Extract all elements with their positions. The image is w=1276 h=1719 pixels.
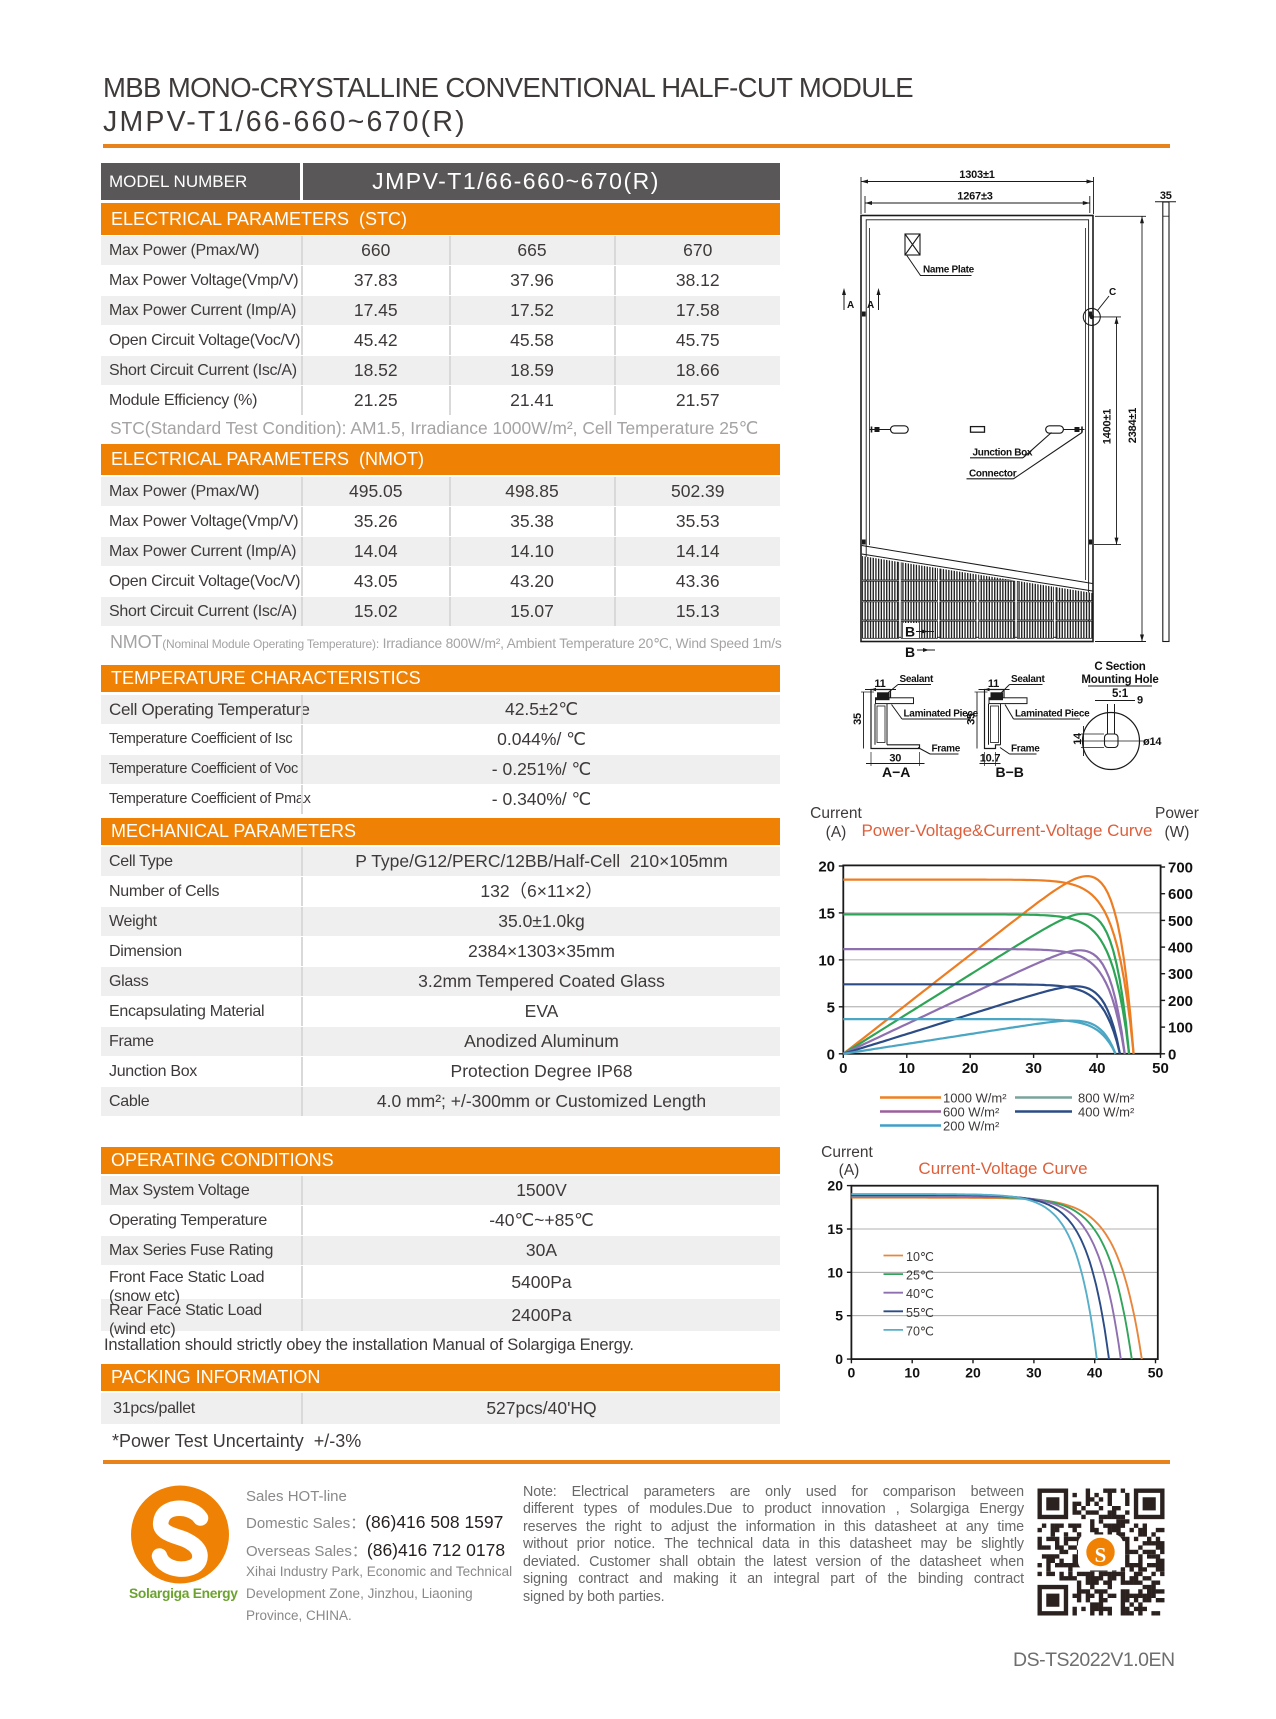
svg-text:Name Plate: Name Plate bbox=[923, 265, 975, 276]
svg-text:10: 10 bbox=[818, 952, 835, 969]
svg-text:9: 9 bbox=[1137, 695, 1143, 707]
svg-text:A: A bbox=[867, 300, 874, 311]
svg-text:300: 300 bbox=[1168, 966, 1193, 983]
svg-text:15: 15 bbox=[827, 1221, 843, 1237]
svg-text:Frame: Frame bbox=[932, 744, 961, 755]
svg-text:700: 700 bbox=[1168, 860, 1193, 877]
svg-text:500: 500 bbox=[1168, 913, 1193, 930]
svg-text:35: 35 bbox=[852, 713, 864, 725]
svg-text:11: 11 bbox=[988, 678, 999, 690]
svg-text:0: 0 bbox=[1168, 1046, 1176, 1063]
svg-text:200 W/m²: 200 W/m² bbox=[943, 1119, 1000, 1134]
svg-text:15: 15 bbox=[818, 905, 835, 922]
svg-text:Current: Current bbox=[821, 1144, 873, 1161]
svg-text:600: 600 bbox=[1168, 886, 1193, 903]
svg-text:1267±3: 1267±3 bbox=[957, 191, 993, 203]
svg-text:Power-Voltage&Current-Voltage: Power-Voltage&Current-Voltage Curve bbox=[861, 821, 1152, 840]
svg-text:Current: Current bbox=[810, 805, 862, 822]
svg-text:Power: Power bbox=[1155, 805, 1199, 822]
svg-text:2384±1: 2384±1 bbox=[1127, 408, 1139, 444]
svg-text:C: C bbox=[1109, 287, 1116, 298]
svg-text:5: 5 bbox=[827, 999, 835, 1016]
svg-text:Current-Voltage Curve: Current-Voltage Curve bbox=[918, 1159, 1087, 1178]
svg-text:10.7: 10.7 bbox=[980, 753, 1001, 765]
svg-text:Frame: Frame bbox=[1011, 744, 1040, 755]
svg-text:Connector: Connector bbox=[969, 469, 1017, 480]
svg-text:Sealant: Sealant bbox=[1011, 674, 1045, 685]
svg-text:14: 14 bbox=[1072, 732, 1084, 745]
svg-text:10: 10 bbox=[898, 1060, 915, 1077]
svg-text:20: 20 bbox=[827, 1178, 843, 1194]
svg-text:B: B bbox=[905, 644, 915, 660]
svg-text:200: 200 bbox=[1168, 993, 1193, 1010]
svg-text:20: 20 bbox=[818, 859, 835, 876]
svg-text:S: S bbox=[1095, 1543, 1107, 1567]
svg-text:ø14: ø14 bbox=[1143, 736, 1162, 748]
svg-text:1400±1: 1400±1 bbox=[1102, 409, 1114, 445]
svg-text:400: 400 bbox=[1168, 940, 1193, 957]
svg-text:5:1: 5:1 bbox=[1112, 688, 1129, 700]
svg-text:1000 W/m²: 1000 W/m² bbox=[943, 1091, 1007, 1106]
svg-text:0: 0 bbox=[839, 1060, 847, 1077]
svg-text:11: 11 bbox=[874, 678, 885, 690]
svg-text:0: 0 bbox=[827, 1046, 835, 1063]
svg-text:20: 20 bbox=[962, 1060, 979, 1077]
svg-text:B: B bbox=[905, 624, 915, 640]
svg-text:(A): (A) bbox=[826, 824, 847, 841]
svg-text:A−A: A−A bbox=[882, 764, 910, 780]
svg-text:(W): (W) bbox=[1165, 824, 1190, 841]
svg-text:(A): (A) bbox=[839, 1162, 860, 1179]
svg-text:Laminated Piece: Laminated Piece bbox=[1015, 709, 1090, 720]
svg-text:70℃: 70℃ bbox=[906, 1324, 934, 1338]
svg-text:30: 30 bbox=[1026, 1365, 1042, 1381]
svg-text:25℃: 25℃ bbox=[906, 1269, 934, 1283]
svg-text:55℃: 55℃ bbox=[906, 1306, 934, 1320]
svg-text:1303±1: 1303±1 bbox=[959, 169, 995, 181]
svg-text:35: 35 bbox=[1160, 190, 1172, 202]
svg-text:30: 30 bbox=[889, 753, 901, 765]
svg-text:Mounting Hole: Mounting Hole bbox=[1081, 674, 1158, 686]
svg-text:40℃: 40℃ bbox=[906, 1287, 934, 1301]
svg-text:A: A bbox=[847, 300, 854, 311]
svg-text:30: 30 bbox=[1025, 1060, 1042, 1077]
svg-text:10℃: 10℃ bbox=[906, 1250, 934, 1264]
svg-text:Junction Box: Junction Box bbox=[973, 448, 1033, 459]
svg-text:20: 20 bbox=[965, 1365, 981, 1381]
svg-text:5: 5 bbox=[835, 1308, 843, 1324]
svg-text:50: 50 bbox=[1152, 1060, 1169, 1077]
svg-text:0: 0 bbox=[848, 1365, 856, 1381]
svg-text:50: 50 bbox=[1148, 1365, 1164, 1381]
svg-text:40: 40 bbox=[1089, 1060, 1106, 1077]
svg-text:10: 10 bbox=[827, 1264, 843, 1280]
svg-text:35: 35 bbox=[966, 713, 978, 725]
svg-text:800 W/m²: 800 W/m² bbox=[1078, 1091, 1135, 1106]
svg-text:600 W/m²: 600 W/m² bbox=[943, 1105, 1000, 1120]
svg-text:10: 10 bbox=[904, 1365, 920, 1381]
svg-text:B−B: B−B bbox=[996, 764, 1024, 780]
svg-text:100: 100 bbox=[1168, 1020, 1193, 1037]
svg-text:C Section: C Section bbox=[1094, 661, 1145, 673]
svg-text:40: 40 bbox=[1087, 1365, 1103, 1381]
svg-text:Laminated Piece: Laminated Piece bbox=[904, 709, 979, 720]
svg-text:Sealant: Sealant bbox=[900, 674, 934, 685]
svg-text:400 W/m²: 400 W/m² bbox=[1078, 1105, 1135, 1120]
svg-text:0: 0 bbox=[835, 1351, 843, 1367]
